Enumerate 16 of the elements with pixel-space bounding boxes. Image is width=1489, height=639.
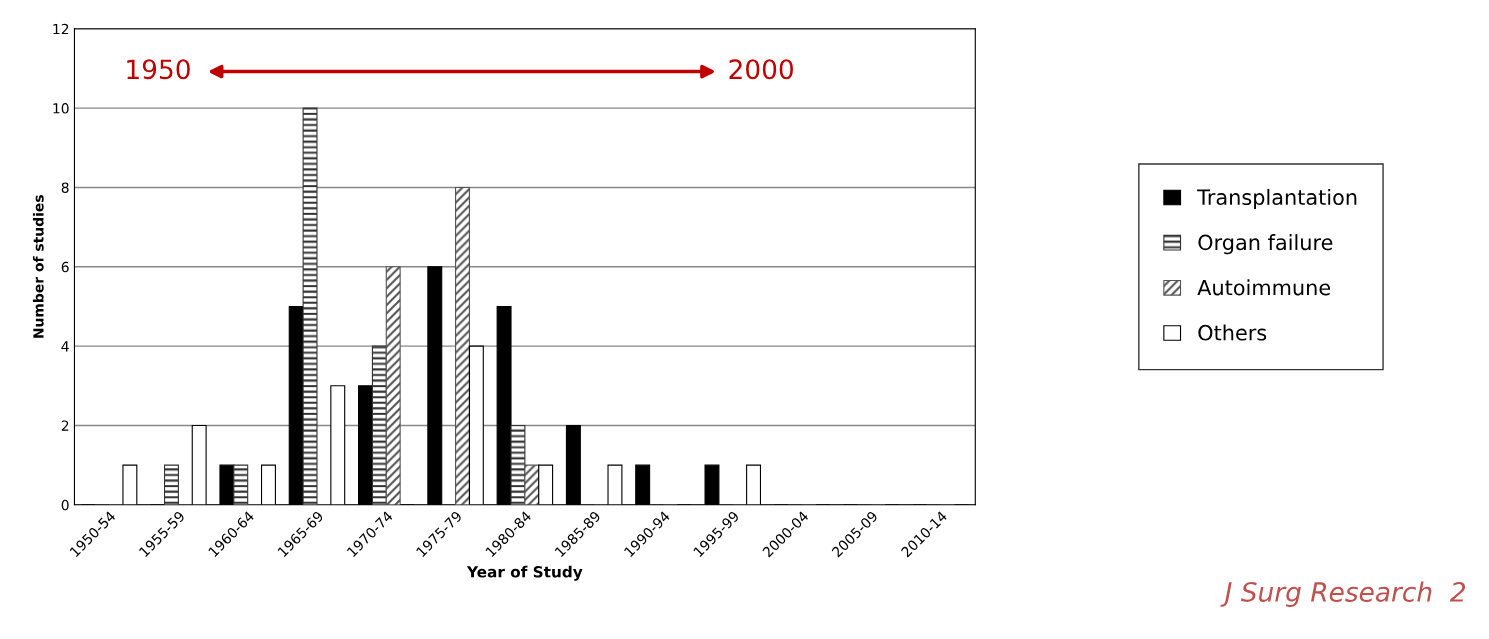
text: J Surg Research 2 [1220, 581, 1466, 608]
y-axis-title: Number of studies [32, 195, 44, 338]
legend-label: Transplantation [1197, 188, 1357, 210]
y-tick-label: 12 [53, 23, 69, 35]
annotation: 1950 [127, 59, 190, 80]
y-tick-label: 4 [61, 341, 69, 352]
x-axis-title: Year of Study [466, 565, 583, 581]
legend-label: Others [1198, 324, 1267, 341]
y-tick-label: 8 [61, 182, 69, 193]
y-tick-label: 6 [61, 261, 69, 273]
y-tick-label: 0 [61, 499, 69, 511]
y-tick-label: 10 [53, 103, 69, 114]
y-tick-label: 2 [61, 420, 69, 431]
legend-label: Organ failure [1198, 234, 1333, 255]
annotation: 2000 [729, 59, 793, 80]
legend-label: Autoimmune [1197, 279, 1331, 296]
